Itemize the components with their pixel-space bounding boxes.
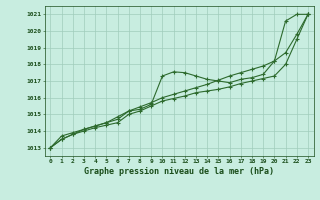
X-axis label: Graphe pression niveau de la mer (hPa): Graphe pression niveau de la mer (hPa) <box>84 167 274 176</box>
